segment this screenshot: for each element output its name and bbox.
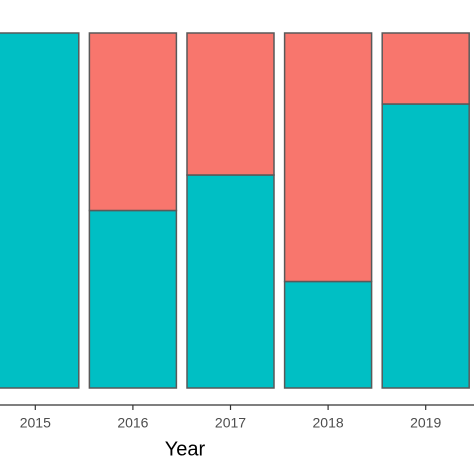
bar-segment: [283, 280, 373, 389]
bar-segment: [0, 32, 80, 389]
x-tick-label: 2015: [20, 415, 51, 431]
x-tick-label: 2019: [410, 415, 441, 431]
x-axis-title: Year: [165, 438, 206, 460]
x-tick-label: 2018: [313, 415, 344, 431]
bar-segment: [283, 32, 373, 283]
bar-segment: [381, 32, 470, 105]
bar-segment: [186, 32, 275, 176]
bar-segment: [381, 103, 470, 389]
bar-segment: [88, 32, 178, 212]
x-tick-label: 2016: [117, 415, 148, 431]
x-tick-label: 2017: [215, 415, 246, 431]
bar-segment: [88, 209, 178, 389]
bar-segment: [186, 174, 275, 389]
